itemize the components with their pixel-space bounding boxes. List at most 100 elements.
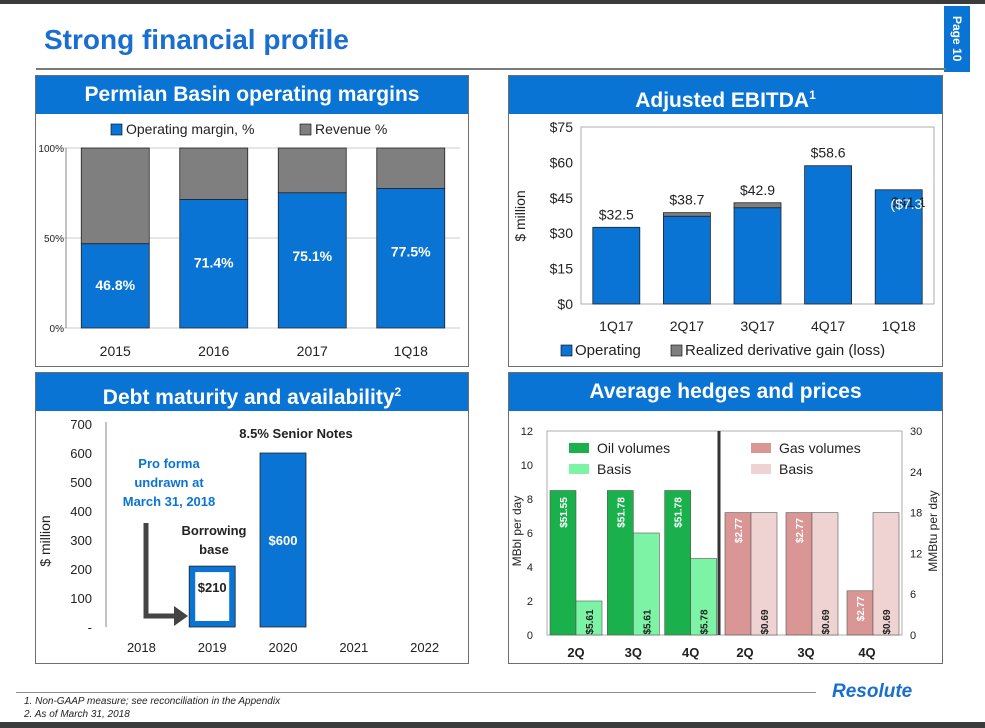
legend-label-operating: Operating <box>575 342 641 359</box>
ebitda-chart: $0 $15 $30 $45 $60 $75 $ million $32.5 1Q17 $38.7… <box>512 119 935 359</box>
plot-frame <box>546 430 903 636</box>
bar-data-label: 75.1% <box>292 248 332 264</box>
bar-operating-margin <box>179 199 249 329</box>
legend-swatch-oil-basis <box>569 464 589 474</box>
bar-data-label: 71.4% <box>194 254 234 270</box>
arrow-shaft <box>143 523 174 619</box>
x-tick-label: 2Q17 <box>670 318 704 334</box>
left-y-tick-label: 12 <box>521 426 533 438</box>
ebitda-title-text: Adjusted EBITDA <box>635 89 810 112</box>
bar-operating <box>804 165 853 305</box>
bar-gas-volume <box>785 512 813 636</box>
bar-revenue <box>376 147 446 189</box>
bar-gas-volume <box>846 590 874 636</box>
bar-oil-volume <box>607 490 634 636</box>
left-y-tick-label: 0 <box>527 630 533 642</box>
x-tick-label: 2015 <box>100 343 131 359</box>
debt-title-footnote: 2 <box>394 385 402 399</box>
x-tick-label: 2Q <box>567 645 584 660</box>
legend-label-oil-volumes: Oil volumes <box>597 440 670 456</box>
footnote-2: 2. As of March 31, 2018 <box>24 709 130 720</box>
page-title: Strong financial profile <box>44 24 349 55</box>
bar-oil-volume <box>664 490 691 636</box>
oil-basis-label: $5.61 <box>585 609 596 634</box>
left-y-tick-label: 6 <box>527 528 533 540</box>
bar-oil-basis <box>575 600 603 636</box>
y-tick-label: 200 <box>70 562 92 577</box>
gas-price-label: $2.77 <box>734 518 745 543</box>
legend-label-oil-basis: Basis <box>597 461 631 477</box>
gas-basis-label: $0.69 <box>760 609 771 634</box>
bar-total-label: $38.7 <box>669 192 704 208</box>
bar-revenue <box>80 147 150 245</box>
bar-senior-notes <box>259 452 307 628</box>
debt-panel-title: Debt maturity and availability2 <box>36 373 468 411</box>
top-border <box>0 0 985 4</box>
bar-operating-margin <box>80 243 150 329</box>
bar-derivative-gain <box>733 202 782 209</box>
right-y-tick-label: 24 <box>910 467 922 479</box>
y-tick-label: 500 <box>70 475 92 490</box>
right-y-tick-label: 30 <box>910 426 922 438</box>
derivative-loss-label: ($7.3) <box>890 196 927 212</box>
y-axis-label: $ million <box>37 515 53 566</box>
right-y-tick-label: 12 <box>910 548 922 560</box>
bar-oil-basis <box>633 532 660 636</box>
annotation-pro-forma: Pro forma <box>138 456 200 471</box>
x-tick-label: 3Q <box>797 645 814 660</box>
arrow-head <box>174 606 188 626</box>
bar-operating <box>733 207 782 305</box>
legend-swatch-oil-volumes <box>569 443 589 453</box>
bar-revenue <box>179 147 249 200</box>
debt-panel: Debt maturity and availability2 - 100 200 3… <box>35 372 469 664</box>
bar-oil-volume <box>549 490 577 636</box>
y-tick-label: $45 <box>550 190 574 206</box>
hedges-panel-title: Average hedges and prices <box>509 373 942 411</box>
x-tick-label: 2017 <box>297 343 328 359</box>
bar-data-label: $210 <box>198 580 227 595</box>
bar-oil-basis <box>690 558 717 636</box>
left-y-tick-label: 4 <box>527 562 533 574</box>
legend-swatch-revenue <box>299 123 312 136</box>
gas-price-label: $2.77 <box>795 518 806 543</box>
legend-label-gas-basis: Basis <box>779 461 813 477</box>
bar-total-label: $58.6 <box>811 145 846 161</box>
legend-swatch-derivative <box>670 344 683 357</box>
bar-data-label: 46.8% <box>95 277 135 293</box>
oil-basis-label: $5.78 <box>700 609 711 634</box>
y-tick-label: 0% <box>50 324 65 335</box>
annotation-undrawn: undrawn at <box>134 475 204 490</box>
bar-gas-basis <box>750 512 778 636</box>
bar-operating <box>592 226 641 305</box>
bar-operating <box>662 215 711 305</box>
legend-label-operating-margin: Operating margin, % <box>126 121 254 137</box>
y-tick-label: 600 <box>70 446 92 461</box>
page-number-tab: Page 10 <box>944 6 970 72</box>
legend-label-derivative: Realized derivative gain (loss) <box>685 342 885 359</box>
left-y-tick-label: 10 <box>521 460 533 472</box>
gas-basis-label: $0.69 <box>821 609 832 634</box>
x-tick-label: 2021 <box>339 640 368 655</box>
bar-derivative-gain <box>662 212 711 217</box>
y-tick-label: $75 <box>550 119 574 135</box>
ebitda-panel-title: Adjusted EBITDA1 <box>509 76 942 114</box>
bottom-border <box>0 722 985 728</box>
footnote-divider <box>16 692 816 693</box>
oil-basis-label: $5.61 <box>642 609 653 634</box>
legend-swatch-gas-volumes <box>751 443 771 453</box>
gas-basis-label: $0.69 <box>882 609 893 634</box>
y-tick-label: $30 <box>550 225 574 241</box>
y-tick-label: 400 <box>70 504 92 519</box>
margins-chart: Operating margin, % Revenue % 0% 50% 100% 46.… <box>38 121 460 359</box>
ebitda-panel: Adjusted EBITDA1 $0 $15 $30 $45 $60 $75 $ mill… <box>508 75 943 367</box>
y-tick-label: 50% <box>44 234 64 245</box>
oil-price-label: $51.78 <box>616 497 627 528</box>
right-y-tick-label: 0 <box>910 630 916 642</box>
x-tick-label: 1Q17 <box>599 318 633 334</box>
x-tick-label: 4Q <box>858 645 875 660</box>
bar-gas-basis <box>811 512 839 636</box>
margins-panel-title: Permian Basin operating margins <box>36 76 468 114</box>
y-tick-label: $15 <box>550 261 574 277</box>
x-tick-label: 2022 <box>410 640 439 655</box>
bar-borrowing-base-inner <box>195 572 230 621</box>
